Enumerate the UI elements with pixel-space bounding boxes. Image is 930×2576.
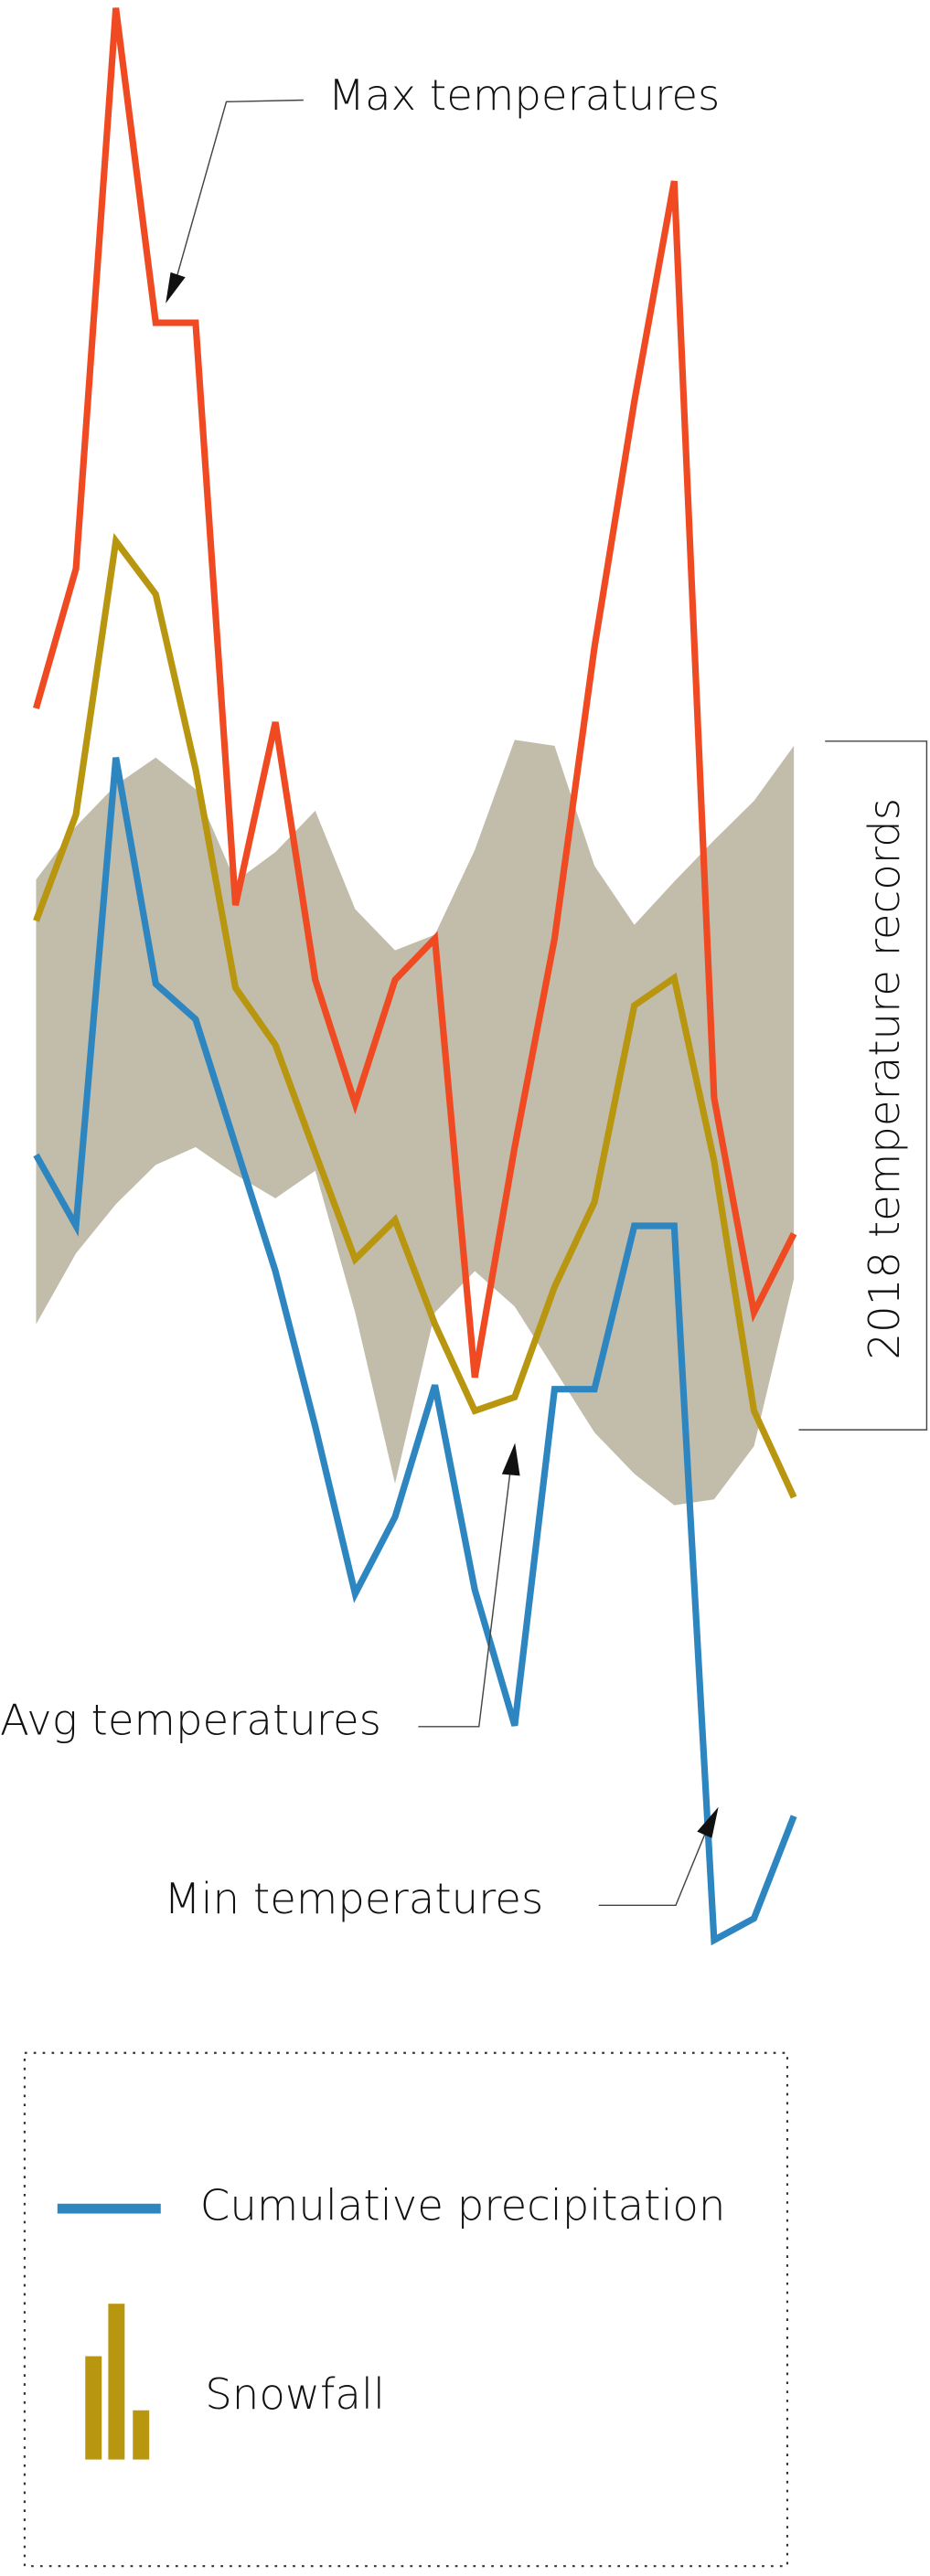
legend: Cumulative precipitation Snowfall <box>57 2181 726 2460</box>
legend-swatch-bar <box>108 2304 125 2460</box>
annotation-leader <box>176 99 304 276</box>
plot-area <box>33 7 797 1946</box>
annotation-arrow <box>501 1442 520 1476</box>
legend-box <box>23 2051 789 2568</box>
series-line <box>33 757 797 1946</box>
series-line <box>33 532 797 1499</box>
annotation-max: Max temperatures <box>328 70 721 120</box>
annotation-arrow <box>697 1806 719 1838</box>
legend-swatch-bar <box>133 2410 150 2460</box>
records-label: 2018 temperature records <box>860 798 909 1360</box>
annotation-min: Min temperatures <box>164 1874 543 1923</box>
annotation-leader <box>418 1472 511 1728</box>
annotation-avg: Avg temperatures <box>0 1696 381 1745</box>
legend-label: Cumulative precipitation <box>200 2181 726 2230</box>
legend-label: Snowfall <box>205 2369 385 2419</box>
annotation-arrow <box>166 271 186 303</box>
records-bracket <box>798 740 928 1431</box>
legend-swatch-bar <box>85 2356 102 2460</box>
annotation-leader <box>598 1833 706 1907</box>
series-line <box>33 7 797 1378</box>
